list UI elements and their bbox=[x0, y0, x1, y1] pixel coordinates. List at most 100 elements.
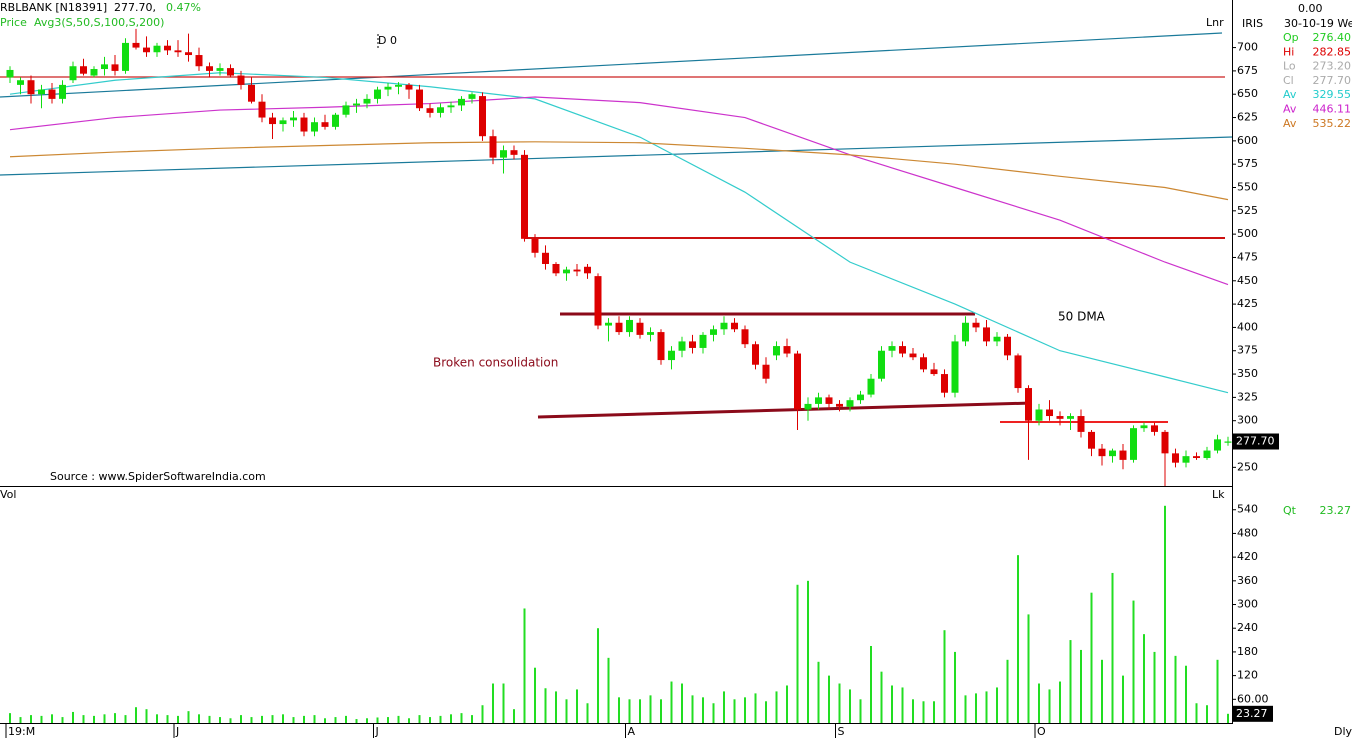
volume-tick-label: 360 bbox=[1237, 574, 1258, 587]
volume-bar bbox=[828, 675, 830, 723]
candle-body bbox=[332, 114, 339, 127]
volume-bar bbox=[72, 711, 74, 723]
trend-label: Lnr bbox=[1206, 16, 1224, 29]
candle-body bbox=[1098, 448, 1106, 457]
candle-body bbox=[1004, 336, 1011, 356]
candle-body bbox=[762, 364, 770, 379]
candle-body bbox=[710, 329, 717, 335]
candle-body bbox=[1046, 409, 1053, 417]
candle-body bbox=[1119, 450, 1127, 460]
candle-body bbox=[1067, 416, 1074, 419]
candle-body bbox=[1172, 453, 1179, 463]
y-tick-label: 350 bbox=[1237, 367, 1258, 380]
volume-bar bbox=[1038, 683, 1040, 723]
volume-bar bbox=[922, 701, 925, 723]
candle-body bbox=[206, 66, 213, 71]
candle-body bbox=[17, 80, 24, 85]
volume-label: Vol bbox=[0, 488, 16, 501]
candle-body bbox=[878, 350, 885, 379]
candle-body bbox=[363, 98, 371, 104]
volume-bar bbox=[492, 683, 494, 723]
moving-average bbox=[9, 141, 1229, 201]
candle-body bbox=[909, 353, 917, 358]
candle-body bbox=[1088, 431, 1095, 449]
volume-bar bbox=[208, 715, 211, 723]
candle-body bbox=[437, 107, 444, 113]
candle-body bbox=[1035, 409, 1043, 421]
volume-bar bbox=[250, 717, 253, 723]
volume-bar bbox=[450, 714, 452, 723]
y-tick-label: 425 bbox=[1237, 297, 1258, 310]
volume-bar bbox=[397, 715, 400, 723]
candle-body bbox=[321, 122, 329, 127]
volume-bar bbox=[576, 689, 578, 723]
volume-bar bbox=[670, 681, 673, 723]
y-tick-label: 250 bbox=[1237, 460, 1258, 473]
candle-body bbox=[1161, 431, 1169, 454]
symbol: RBLBANK [N18391] bbox=[0, 1, 107, 14]
y-tick-label: 600 bbox=[1237, 134, 1258, 147]
volume-bar bbox=[691, 695, 694, 723]
volume-bar bbox=[418, 715, 421, 723]
volume-bar bbox=[912, 699, 914, 723]
volume-bar bbox=[303, 715, 305, 723]
volume-bar bbox=[628, 699, 631, 723]
candle-body bbox=[899, 346, 906, 354]
volume-bar bbox=[261, 715, 263, 723]
volume-tick-label: 60.00 bbox=[1237, 692, 1269, 705]
candle-body bbox=[720, 322, 728, 330]
volume-bar bbox=[1132, 600, 1135, 723]
candle-body bbox=[636, 322, 644, 335]
volume-bar bbox=[1101, 659, 1103, 723]
y-tick-label: 575 bbox=[1237, 157, 1258, 170]
candle-body bbox=[783, 346, 791, 354]
info-value: 446.11 bbox=[1313, 103, 1352, 116]
volume-tag-bg bbox=[1233, 705, 1273, 722]
candle-body bbox=[920, 357, 927, 370]
candle-body bbox=[815, 397, 822, 404]
volume-bar bbox=[807, 580, 809, 723]
candle-body bbox=[479, 96, 486, 137]
candle-body bbox=[1109, 450, 1116, 457]
volume-corner: Lk bbox=[1212, 488, 1225, 501]
volume-bar bbox=[1069, 640, 1072, 723]
volume-bar bbox=[145, 709, 148, 723]
volume-bar bbox=[1048, 689, 1051, 723]
volume-bar bbox=[19, 717, 22, 723]
candle-body bbox=[69, 66, 77, 81]
info-label: Lo bbox=[1283, 60, 1296, 73]
candle-body bbox=[405, 84, 413, 90]
candle-body bbox=[111, 64, 119, 71]
candle-body bbox=[1151, 425, 1158, 432]
volume-bar bbox=[1111, 572, 1114, 723]
volume-bar bbox=[1090, 592, 1093, 723]
candle-body bbox=[122, 42, 129, 71]
info-label: Av bbox=[1283, 103, 1297, 116]
volume-bar bbox=[597, 628, 599, 723]
candle-body bbox=[1203, 450, 1211, 459]
qt-value: 23.27 bbox=[1320, 504, 1352, 517]
candle-body bbox=[615, 322, 623, 333]
volume-bar bbox=[187, 711, 190, 723]
volume-bar bbox=[177, 715, 179, 723]
candle-body bbox=[1056, 416, 1064, 419]
volume-bar bbox=[859, 699, 862, 723]
candle-body bbox=[626, 319, 633, 333]
candle-body bbox=[752, 344, 759, 365]
info-label: Hi bbox=[1283, 45, 1294, 58]
volume-tag: 23.27 bbox=[1236, 707, 1268, 720]
volume-bar bbox=[786, 685, 788, 723]
volume-bar bbox=[975, 693, 977, 723]
x-tick-label: O bbox=[1037, 725, 1046, 738]
candle-body bbox=[1130, 428, 1137, 460]
candle-body bbox=[836, 403, 843, 407]
candle-body bbox=[1140, 425, 1148, 429]
y-tick-label: 500 bbox=[1237, 227, 1258, 240]
price-label: Price bbox=[0, 16, 27, 29]
volume-bar bbox=[292, 717, 295, 723]
volume-bar bbox=[1185, 665, 1187, 723]
volume-bar bbox=[544, 688, 547, 723]
x-tick-label: S bbox=[838, 725, 845, 738]
candle-body bbox=[258, 101, 266, 118]
